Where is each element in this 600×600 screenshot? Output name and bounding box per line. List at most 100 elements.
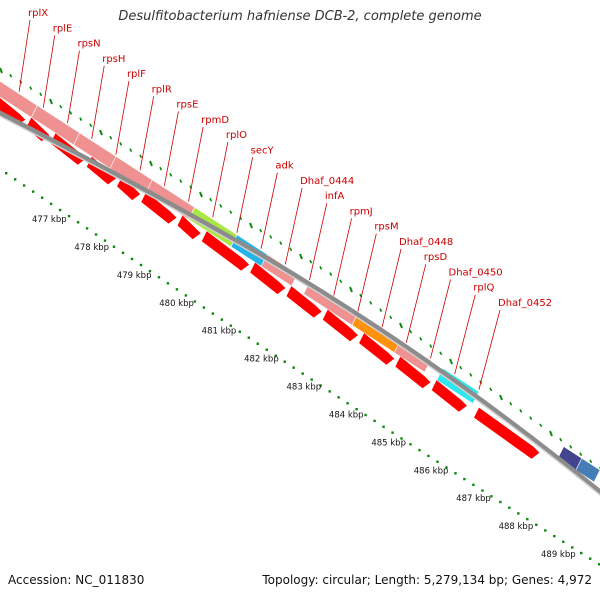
tick-dot xyxy=(175,288,179,291)
kbp-label: 483 kbp xyxy=(287,383,322,393)
gene-arrow[interactable] xyxy=(177,215,201,240)
tick-mark xyxy=(559,437,563,442)
tick-dot xyxy=(400,437,403,440)
kbp-label: 488 kbp xyxy=(499,522,534,532)
tick-mark xyxy=(529,416,533,420)
tick-dot xyxy=(76,221,80,224)
gene-label[interactable]: rpsH xyxy=(102,54,125,65)
tick-mark xyxy=(399,322,403,329)
tick-mark xyxy=(0,67,3,74)
tick-dot xyxy=(598,563,600,566)
outer-tick-marks xyxy=(0,67,600,470)
leader-line xyxy=(430,279,451,359)
leader-line xyxy=(381,248,402,328)
leader-line xyxy=(188,126,204,202)
tick-dot xyxy=(427,454,430,458)
tick-dot xyxy=(292,366,295,369)
tick-mark xyxy=(199,191,203,198)
gene-arrow[interactable] xyxy=(141,192,177,224)
tick-dot xyxy=(580,551,583,555)
gene-arrow[interactable] xyxy=(0,94,26,126)
leader-line xyxy=(212,142,229,218)
tick-dot xyxy=(13,178,17,181)
tick-dot xyxy=(94,233,98,236)
gene-arrow[interactable] xyxy=(431,380,467,412)
tick-mark xyxy=(409,329,413,334)
gene-label[interactable]: Dhaf_0444 xyxy=(300,176,354,187)
tick-mark xyxy=(379,308,383,312)
gene-label[interactable]: rplX xyxy=(28,8,48,19)
tick-mark xyxy=(369,301,373,305)
gene-label[interactable]: rplE xyxy=(53,23,73,34)
tick-dot xyxy=(382,425,385,428)
gene-arrow[interactable] xyxy=(474,407,540,459)
kbp-label: 477 kbp xyxy=(32,215,67,225)
tick-mark xyxy=(139,154,143,159)
tick-mark xyxy=(29,86,33,90)
leader-line xyxy=(478,309,501,390)
tick-dot xyxy=(310,378,313,381)
tick-dot xyxy=(562,540,565,543)
tick-mark xyxy=(289,247,293,252)
topology-text: Topology: circular; Length: 5,279,134 bp… xyxy=(262,573,592,587)
leader-line xyxy=(454,294,476,375)
tick-dot xyxy=(166,282,170,285)
accession-text: Accession: NC_011830 xyxy=(8,573,145,587)
gene-label[interactable]: rpmD xyxy=(201,115,229,126)
kbp-label: 480 kbp xyxy=(159,299,194,309)
gene-label[interactable]: Dhaf_0448 xyxy=(399,237,453,248)
leader-line xyxy=(236,157,254,234)
gene-arrow[interactable] xyxy=(322,309,358,342)
gene-band-segment[interactable] xyxy=(575,457,600,483)
gene-label[interactable]: rplQ xyxy=(473,283,494,294)
tick-dot xyxy=(445,466,448,469)
tick-dot xyxy=(517,512,520,515)
gene-label[interactable]: rpsN xyxy=(77,39,100,50)
gene-arrow[interactable] xyxy=(359,333,395,365)
tick-dot xyxy=(67,214,71,218)
gene-label[interactable]: rplF xyxy=(127,69,146,80)
gene-arrow[interactable] xyxy=(201,231,250,271)
tick-dot xyxy=(130,257,134,261)
gene-label[interactable]: Dhaf_0450 xyxy=(449,267,503,278)
tick-dot xyxy=(211,312,215,315)
kbp-label: 486 kbp xyxy=(414,466,449,476)
tick-dot xyxy=(553,534,556,538)
leader-line xyxy=(139,96,155,171)
tick-mark xyxy=(109,135,113,140)
tick-dot xyxy=(508,506,511,509)
kbp-axis-labels: 477 kbp 478 kbp 479 kbp 480 kbp 481 kbp 482 k… xyxy=(32,215,576,560)
tick-dot xyxy=(436,460,439,463)
gene-arrow[interactable] xyxy=(395,356,431,389)
tick-mark xyxy=(319,266,323,270)
gene-label[interactable]: rpmJ xyxy=(350,206,373,217)
tick-dot xyxy=(202,306,206,309)
tick-dot xyxy=(319,384,322,387)
tick-mark xyxy=(159,166,163,171)
inner-tick-marks xyxy=(5,172,600,566)
gene-label[interactable]: rplO xyxy=(226,130,247,141)
gene-label[interactable]: rpsM xyxy=(374,222,398,233)
tick-dot xyxy=(22,184,26,187)
gene-label[interactable]: rplR xyxy=(152,84,172,95)
tick-dot xyxy=(148,269,152,273)
gene-arrow[interactable] xyxy=(250,262,286,295)
tick-mark xyxy=(509,401,513,406)
gene-label[interactable]: secY xyxy=(251,145,275,156)
leader-line xyxy=(333,218,352,296)
tick-dot xyxy=(526,517,529,521)
gene-label[interactable]: infA xyxy=(325,191,345,202)
tick-dot xyxy=(238,330,242,333)
gene-label[interactable]: rpsD xyxy=(424,252,448,263)
gene-arrow[interactable] xyxy=(117,176,141,201)
tick-mark xyxy=(179,179,183,183)
gene-label[interactable]: Dhaf_0452 xyxy=(498,298,552,309)
gene-label[interactable]: rpsE xyxy=(176,100,198,111)
label-leader-lines xyxy=(18,19,501,390)
tick-dot xyxy=(535,523,538,527)
tick-mark xyxy=(419,337,423,341)
gene-arrow[interactable] xyxy=(286,286,322,318)
gene-label[interactable]: adk xyxy=(275,161,293,172)
tick-dot xyxy=(103,239,107,242)
